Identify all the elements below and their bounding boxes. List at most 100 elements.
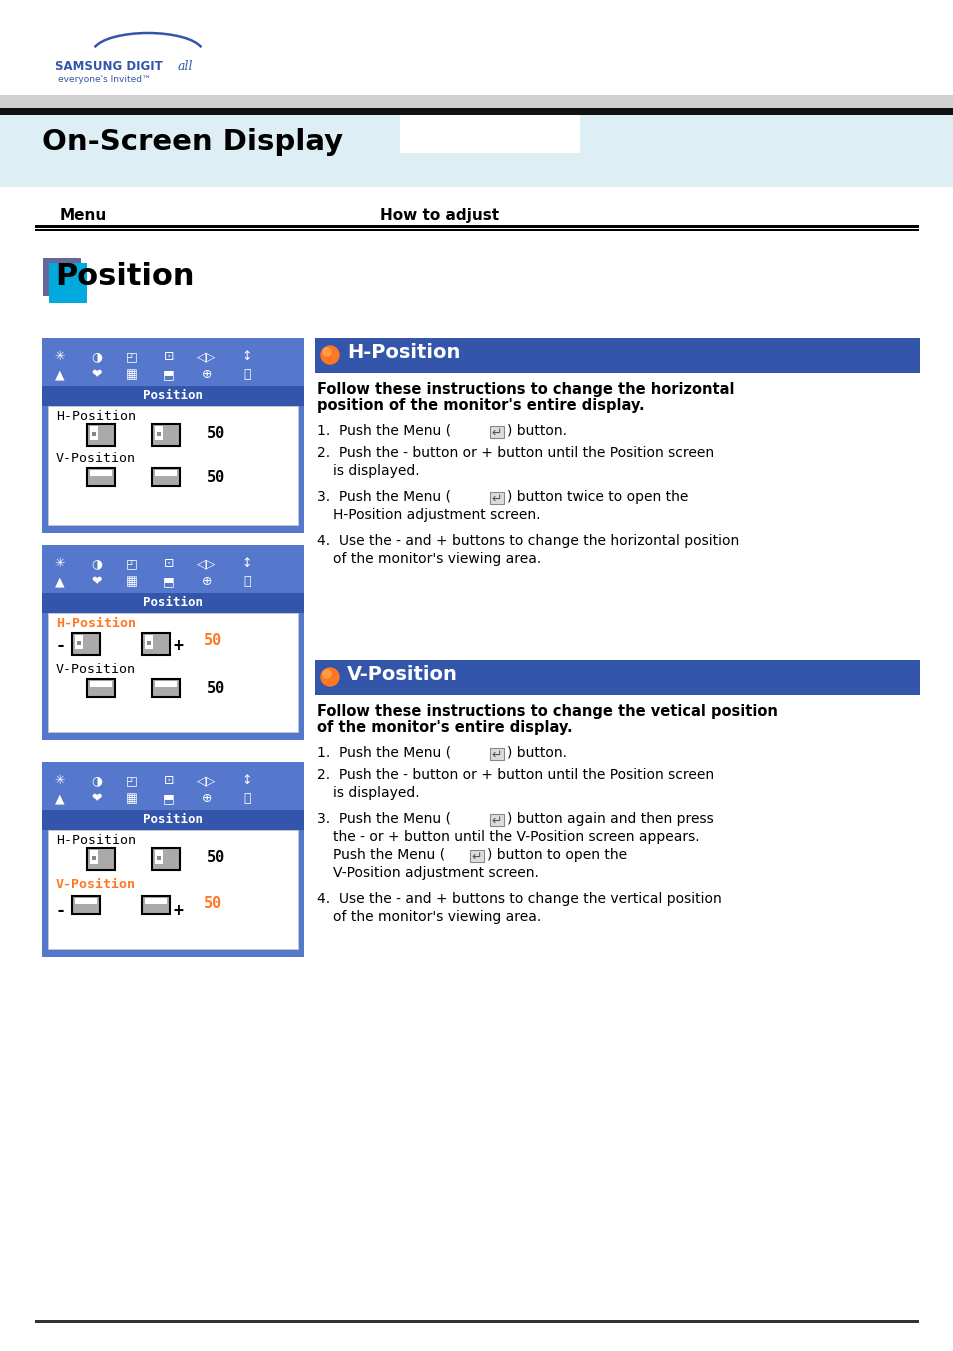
Bar xyxy=(90,426,98,440)
Bar xyxy=(490,492,503,504)
Bar xyxy=(87,680,115,697)
Text: On-Screen Display: On-Screen Display xyxy=(42,128,343,155)
Text: 4.  Use the - and + buttons to change the horizontal position: 4. Use the - and + buttons to change the… xyxy=(316,534,739,549)
Bar xyxy=(490,748,503,761)
Text: ▦: ▦ xyxy=(126,367,138,381)
Text: ❤: ❤ xyxy=(91,367,102,381)
Text: ⊡: ⊡ xyxy=(164,350,174,363)
Text: ⬒: ⬒ xyxy=(163,792,174,805)
Bar xyxy=(90,850,98,865)
Bar xyxy=(154,681,177,688)
Text: of the monitor's entire display.: of the monitor's entire display. xyxy=(316,720,572,735)
Text: ◁▷: ◁▷ xyxy=(197,774,216,788)
Text: ◁▷: ◁▷ xyxy=(197,557,216,570)
Bar xyxy=(157,857,161,861)
Text: How to adjust: How to adjust xyxy=(379,208,498,223)
Circle shape xyxy=(320,667,338,686)
Text: ) button.: ) button. xyxy=(506,746,566,761)
Bar xyxy=(42,544,304,740)
Bar xyxy=(90,681,112,688)
Text: ↕: ↕ xyxy=(241,350,252,363)
Bar xyxy=(399,115,579,153)
Text: ◰: ◰ xyxy=(126,774,138,788)
Text: ✳: ✳ xyxy=(54,350,65,363)
Text: Follow these instructions to change the horizontal: Follow these instructions to change the … xyxy=(316,382,734,397)
Bar xyxy=(42,762,304,957)
Text: is displayed.: is displayed. xyxy=(333,463,419,478)
Text: ↕: ↕ xyxy=(241,557,252,570)
Bar xyxy=(43,258,81,296)
Bar xyxy=(147,640,151,644)
Text: ▲: ▲ xyxy=(55,792,65,805)
Text: Position: Position xyxy=(143,596,203,609)
Text: is displayed.: is displayed. xyxy=(333,786,419,800)
Text: ◰: ◰ xyxy=(126,350,138,363)
Circle shape xyxy=(323,670,331,678)
Bar xyxy=(42,386,304,407)
Text: ⓘ: ⓘ xyxy=(243,576,251,588)
Text: ⊕: ⊕ xyxy=(201,576,212,588)
Bar xyxy=(42,811,304,830)
Bar xyxy=(154,426,163,440)
Bar xyxy=(314,338,919,373)
Text: ⓘ: ⓘ xyxy=(243,792,251,805)
Circle shape xyxy=(323,349,331,357)
Text: ↵: ↵ xyxy=(491,815,501,828)
Bar xyxy=(48,613,297,732)
Text: ) button again and then press: ) button again and then press xyxy=(506,812,713,825)
Bar xyxy=(87,848,115,870)
Text: ◑: ◑ xyxy=(91,350,102,363)
Text: 2.  Push the - button or + button until the Position screen: 2. Push the - button or + button until t… xyxy=(316,767,714,782)
Text: ⊡: ⊡ xyxy=(164,557,174,570)
Text: 3.  Push the Menu (: 3. Push the Menu ( xyxy=(316,490,451,504)
Bar xyxy=(142,896,170,915)
Text: ◑: ◑ xyxy=(91,774,102,788)
Text: 50: 50 xyxy=(204,634,222,648)
Text: position of the monitor's entire display.: position of the monitor's entire display… xyxy=(316,399,644,413)
Text: ) button twice to open the: ) button twice to open the xyxy=(506,490,688,504)
Bar xyxy=(152,848,180,870)
Bar xyxy=(314,661,919,694)
Text: Position: Position xyxy=(143,813,203,825)
Bar xyxy=(71,896,100,915)
Bar xyxy=(49,263,87,303)
Text: 4.  Use the - and + buttons to change the vertical position: 4. Use the - and + buttons to change the… xyxy=(316,892,721,907)
Text: ◑: ◑ xyxy=(91,557,102,570)
Text: ⓘ: ⓘ xyxy=(243,367,251,381)
Bar xyxy=(75,898,97,904)
Text: H-Position: H-Position xyxy=(347,343,460,362)
Bar xyxy=(91,857,96,861)
Bar xyxy=(470,850,483,862)
Bar xyxy=(154,850,163,865)
Text: ↵: ↵ xyxy=(491,493,501,507)
Text: H-Position: H-Position xyxy=(56,409,136,423)
Bar xyxy=(42,338,304,534)
Text: ⊡: ⊡ xyxy=(164,774,174,788)
Text: ⬒: ⬒ xyxy=(163,367,174,381)
Text: Position: Position xyxy=(55,262,194,290)
Text: +: + xyxy=(173,902,184,920)
Text: 50: 50 xyxy=(207,681,225,696)
Bar xyxy=(48,407,297,526)
Bar xyxy=(77,640,81,644)
Text: everyone's Invited™: everyone's Invited™ xyxy=(58,76,151,84)
Text: 2.  Push the - button or + button until the Position screen: 2. Push the - button or + button until t… xyxy=(316,446,714,459)
Bar xyxy=(154,470,177,476)
Bar xyxy=(87,467,115,486)
Text: Menu: Menu xyxy=(60,208,107,223)
Text: SAMSUNG DIGIT: SAMSUNG DIGIT xyxy=(55,59,163,73)
Bar xyxy=(142,634,170,655)
Text: 50: 50 xyxy=(207,850,225,865)
Bar xyxy=(490,815,503,825)
Bar xyxy=(157,432,161,436)
Bar xyxy=(35,226,918,227)
Text: of the monitor's viewing area.: of the monitor's viewing area. xyxy=(333,553,540,566)
Bar xyxy=(490,426,503,438)
Text: ↕: ↕ xyxy=(241,774,252,788)
Text: Push the Menu (: Push the Menu ( xyxy=(333,848,445,862)
Bar xyxy=(87,424,115,446)
Bar xyxy=(71,634,100,655)
Bar xyxy=(48,830,297,948)
Text: ↵: ↵ xyxy=(471,851,481,865)
Text: 3.  Push the Menu (: 3. Push the Menu ( xyxy=(316,812,451,825)
